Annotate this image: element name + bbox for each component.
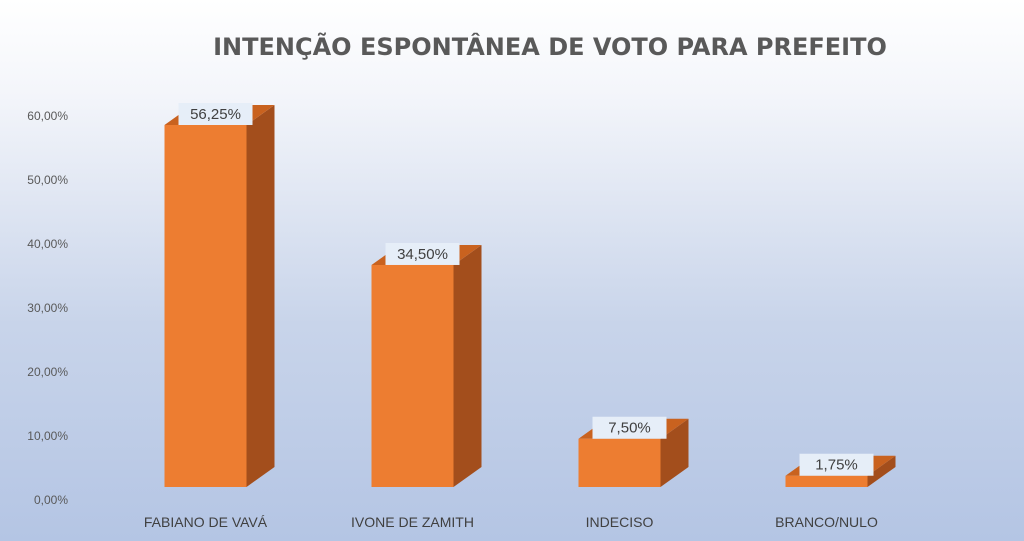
bar-side (453, 244, 482, 487)
bar-front (785, 475, 868, 487)
y-tick-label: 30,00% (27, 301, 68, 315)
bar: 56,25% (164, 103, 275, 487)
x-tick-label: FABIANO DE VAVÁ (144, 514, 268, 530)
chart-title: INTENÇÃO ESPONTÂNEA DE VOTO PARA PREFEIT… (213, 32, 887, 61)
bar-front (371, 264, 454, 487)
bar: 1,75% (785, 453, 896, 487)
bars: 56,25% 34,50% 7,50% 1,75% (164, 103, 896, 487)
data-label-box (178, 103, 253, 125)
y-tick-label: 0,00% (34, 493, 68, 507)
bar-side (660, 418, 689, 487)
x-tick-label: IVONE DE ZAMITH (351, 514, 474, 530)
data-label-box (592, 416, 667, 439)
data-label-box (385, 242, 460, 265)
bar: 34,50% (371, 242, 482, 487)
bar-front (578, 438, 661, 487)
y-tick-label: 60,00% (27, 109, 68, 123)
data-label: 56,25% (190, 106, 241, 123)
y-tick-label: 40,00% (27, 237, 68, 251)
x-tick-label: BRANCO/NULO (775, 514, 878, 530)
x-tick-label: INDECISO (586, 514, 654, 530)
data-label: 34,50% (397, 246, 448, 263)
bar-front (164, 125, 247, 487)
data-label-box (799, 453, 874, 476)
y-tick-label: 20,00% (27, 365, 68, 379)
y-tick-label: 50,00% (27, 173, 68, 187)
bar: 7,50% (578, 416, 689, 487)
data-label: 1,75% (815, 457, 858, 474)
bar-side (867, 455, 896, 487)
x-axis: FABIANO DE VAVÁ IVONE DE ZAMITH INDECISO BR… (144, 514, 878, 530)
data-label: 7,50% (608, 420, 651, 437)
bar-side (246, 105, 275, 487)
y-axis: 0,00% 10,00% 20,00% 30,00% 40,00% 50,00% 60,00… (27, 109, 68, 507)
y-tick-label: 10,00% (27, 429, 68, 443)
